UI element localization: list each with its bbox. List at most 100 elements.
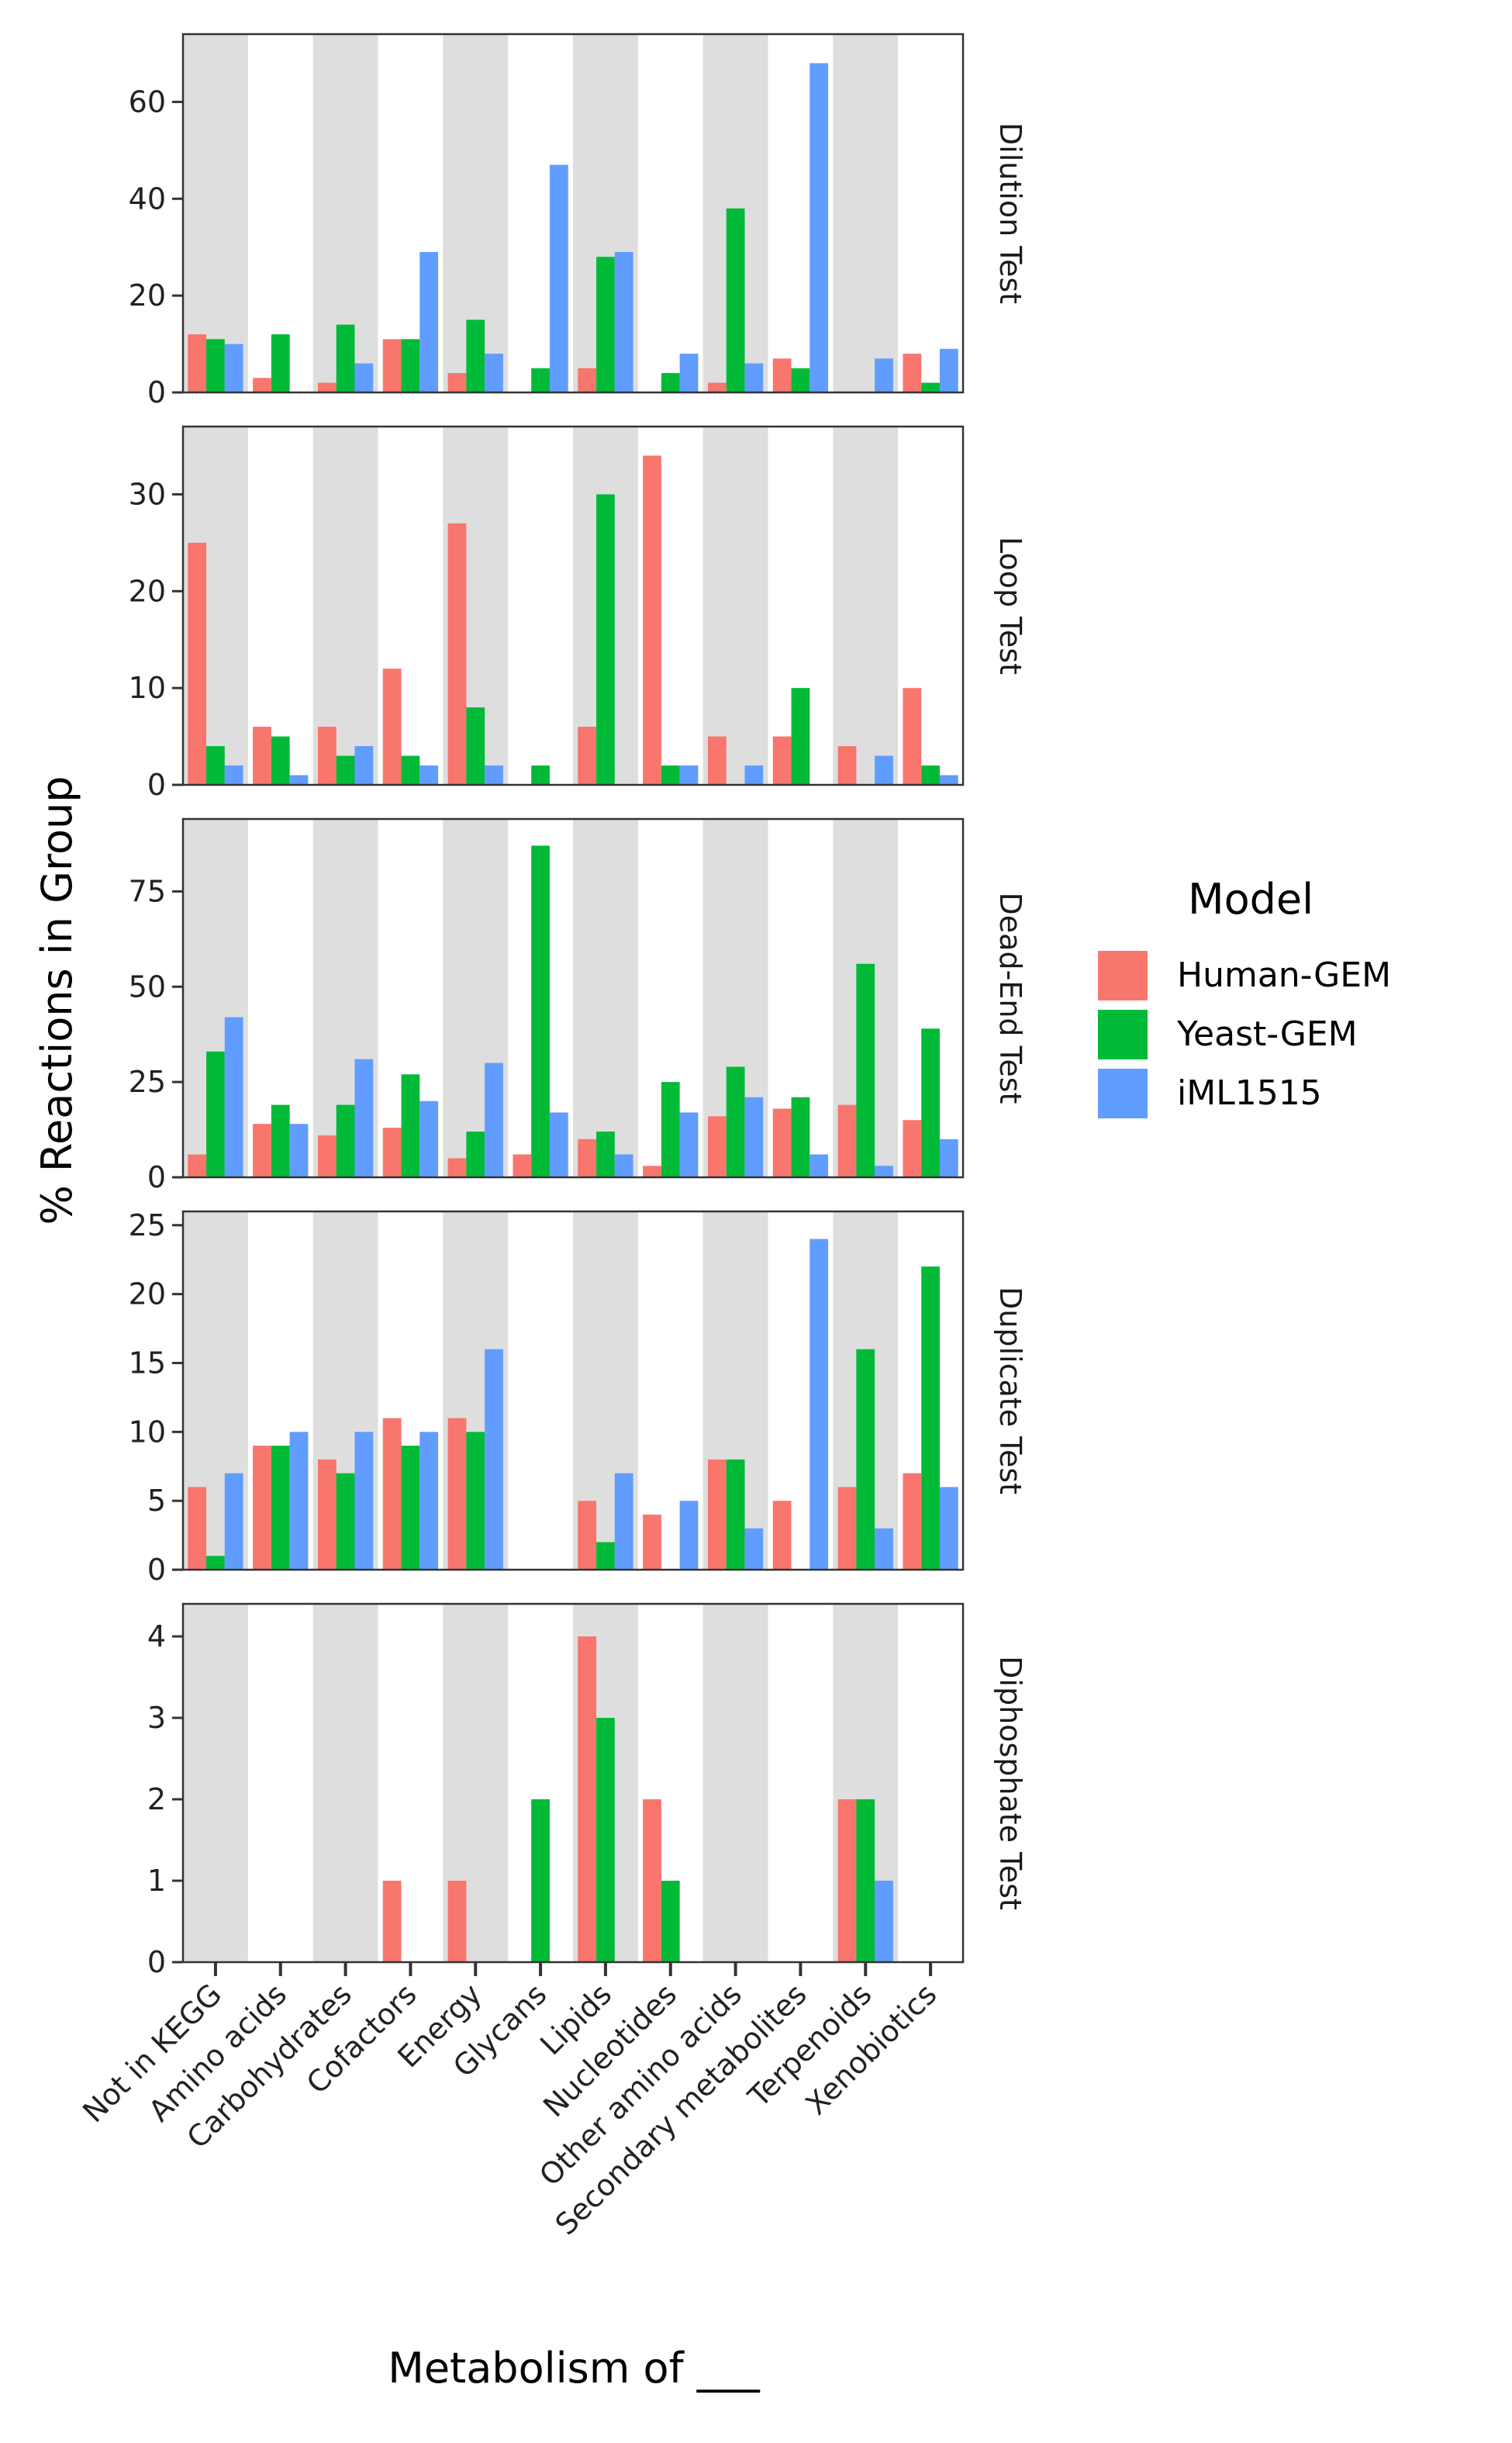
bar-human-gem bbox=[188, 334, 207, 392]
bar-human-gem bbox=[578, 1501, 597, 1570]
y-tick-label: 5 bbox=[147, 1484, 166, 1518]
facet-panel: 0 1 2 3 4 Diphosphate Test bbox=[147, 1602, 1027, 1979]
bar-human-gem bbox=[382, 1418, 402, 1570]
facet-strip-label: Dead-End Test bbox=[993, 893, 1027, 1104]
bar-human-gem bbox=[707, 382, 727, 392]
bar-yeast-gem bbox=[271, 334, 290, 392]
bar-human-gem bbox=[903, 1473, 922, 1570]
bar-iml1515 bbox=[289, 1124, 309, 1177]
bar-iml1515 bbox=[354, 363, 374, 392]
bar-iml1515 bbox=[939, 348, 958, 392]
bar-human-gem bbox=[772, 736, 792, 785]
bar-human-gem bbox=[382, 1128, 402, 1177]
y-tick-label: 0 bbox=[147, 375, 166, 409]
bar-human-gem bbox=[578, 1636, 597, 1962]
bar-human-gem bbox=[837, 1799, 857, 1962]
y-tick-label: 60 bbox=[129, 85, 166, 119]
category-band bbox=[312, 1604, 378, 1962]
bar-yeast-gem bbox=[206, 1051, 225, 1177]
bar-iml1515 bbox=[419, 1432, 439, 1570]
facet-strip-label: Duplicate Test bbox=[993, 1287, 1027, 1494]
bar-human-gem bbox=[317, 727, 337, 785]
bar-human-gem bbox=[317, 1459, 337, 1570]
bar-human-gem bbox=[382, 669, 402, 785]
bar-yeast-gem bbox=[531, 1799, 550, 1962]
bar-human-gem bbox=[317, 1135, 337, 1177]
y-tick-label: 15 bbox=[129, 1346, 166, 1380]
panel-border bbox=[181, 1602, 965, 1964]
bar-human-gem bbox=[903, 688, 922, 785]
bar-iml1515 bbox=[744, 1528, 764, 1570]
category-band bbox=[833, 34, 899, 392]
y-tick-label: 25 bbox=[129, 1065, 166, 1099]
bar-yeast-gem bbox=[791, 368, 810, 392]
bar-yeast-gem bbox=[856, 963, 875, 1177]
legend-title: Model bbox=[1188, 875, 1314, 924]
bar-yeast-gem bbox=[206, 1556, 225, 1570]
y-tick-label: 10 bbox=[129, 1415, 166, 1449]
bar-iml1515 bbox=[939, 775, 958, 785]
bar-iml1515 bbox=[679, 1501, 699, 1570]
y-tick-label: 3 bbox=[147, 1701, 166, 1735]
bar-human-gem bbox=[837, 1487, 857, 1570]
bar-yeast-gem bbox=[271, 736, 290, 785]
bar-iml1515 bbox=[875, 1528, 893, 1570]
legend-swatch bbox=[1098, 1069, 1148, 1118]
bar-human-gem bbox=[253, 727, 271, 785]
y-tick-label: 50 bbox=[129, 969, 166, 1004]
bar-yeast-gem bbox=[401, 1074, 420, 1177]
bar-iml1515 bbox=[224, 1017, 243, 1177]
bar-human-gem bbox=[447, 373, 467, 392]
bar-yeast-gem bbox=[596, 1718, 615, 1962]
bar-iml1515 bbox=[614, 1154, 633, 1177]
y-tick-label: 0 bbox=[147, 1553, 166, 1587]
y-tick-label: 10 bbox=[129, 671, 166, 705]
bar-human-gem bbox=[188, 1154, 207, 1177]
bar-yeast-gem bbox=[661, 765, 680, 785]
facet-strip-label: Dilution Test bbox=[993, 123, 1027, 304]
bar-yeast-gem bbox=[921, 1028, 940, 1177]
bar-yeast-gem bbox=[206, 339, 225, 392]
bar-human-gem bbox=[317, 382, 337, 392]
bar-human-gem bbox=[837, 1104, 857, 1177]
bar-human-gem bbox=[578, 1139, 597, 1177]
bar-iml1515 bbox=[810, 1154, 829, 1177]
y-tick-label: 0 bbox=[147, 768, 166, 802]
bar-iml1515 bbox=[354, 1059, 374, 1177]
y-tick-label: 75 bbox=[129, 874, 166, 908]
bar-iml1515 bbox=[810, 63, 829, 392]
facet-strip-label: Diphosphate Test bbox=[993, 1656, 1027, 1910]
category-band bbox=[702, 427, 768, 785]
bar-human-gem bbox=[643, 455, 661, 785]
facet-panel: 0 20 40 60 Dilution Test bbox=[129, 33, 1027, 409]
panel-border bbox=[181, 33, 965, 394]
bar-human-gem bbox=[837, 746, 857, 785]
bar-human-gem bbox=[707, 1116, 727, 1177]
bar-yeast-gem bbox=[921, 382, 940, 392]
bar-yeast-gem bbox=[596, 1132, 615, 1177]
bar-yeast-gem bbox=[401, 755, 420, 785]
category-band bbox=[573, 819, 638, 1177]
bar-yeast-gem bbox=[661, 1881, 680, 1962]
bar-yeast-gem bbox=[401, 1446, 420, 1570]
bar-iml1515 bbox=[224, 765, 243, 785]
bar-iml1515 bbox=[744, 363, 764, 392]
bar-iml1515 bbox=[679, 354, 699, 392]
bar-human-gem bbox=[578, 368, 597, 392]
category-band bbox=[833, 427, 899, 785]
legend-label: Yeast-GEM bbox=[1176, 1014, 1358, 1054]
bar-yeast-gem bbox=[336, 755, 355, 785]
bar-yeast-gem bbox=[791, 1097, 810, 1177]
bar-yeast-gem bbox=[531, 368, 550, 392]
category-band bbox=[702, 1604, 768, 1962]
bar-iml1515 bbox=[679, 765, 699, 785]
bar-iml1515 bbox=[419, 251, 439, 392]
bar-human-gem bbox=[643, 1514, 661, 1570]
bar-yeast-gem bbox=[856, 1799, 875, 1962]
bar-iml1515 bbox=[939, 1487, 958, 1570]
bar-iml1515 bbox=[289, 1432, 309, 1570]
bar-iml1515 bbox=[485, 1063, 503, 1177]
bar-iml1515 bbox=[614, 251, 633, 392]
bar-human-gem bbox=[903, 1120, 922, 1177]
